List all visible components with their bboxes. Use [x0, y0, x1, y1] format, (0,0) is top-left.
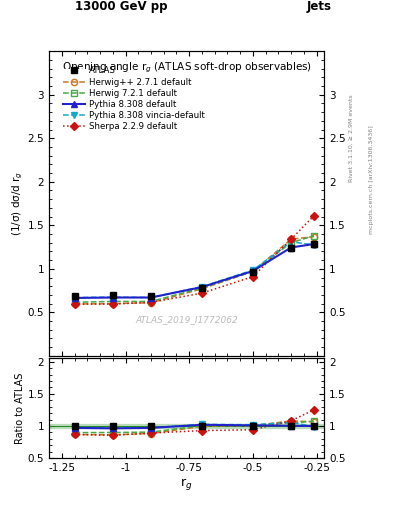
Y-axis label: Ratio to ATLAS: Ratio to ATLAS	[15, 373, 25, 444]
Text: Jets: Jets	[307, 0, 332, 13]
Text: Opening angle r$_g$ (ATLAS soft-drop observables): Opening angle r$_g$ (ATLAS soft-drop obs…	[62, 60, 312, 75]
Legend: ATLAS, Herwig++ 2.7.1 default, Herwig 7.2.1 default, Pythia 8.308 default, Pythi: ATLAS, Herwig++ 2.7.1 default, Herwig 7.…	[62, 65, 207, 133]
Text: ATLAS_2019_I1772062: ATLAS_2019_I1772062	[135, 315, 238, 324]
Text: mcplots.cern.ch [arXiv:1306.3436]: mcplots.cern.ch [arXiv:1306.3436]	[369, 125, 374, 233]
Text: Rivet 3.1.10, ≥ 2.9M events: Rivet 3.1.10, ≥ 2.9M events	[349, 94, 354, 182]
X-axis label: r$_g$: r$_g$	[180, 476, 193, 492]
Y-axis label: (1/σ) dσ/d r$_g$: (1/σ) dσ/d r$_g$	[11, 171, 25, 236]
Text: 13000 GeV pp: 13000 GeV pp	[75, 0, 167, 13]
